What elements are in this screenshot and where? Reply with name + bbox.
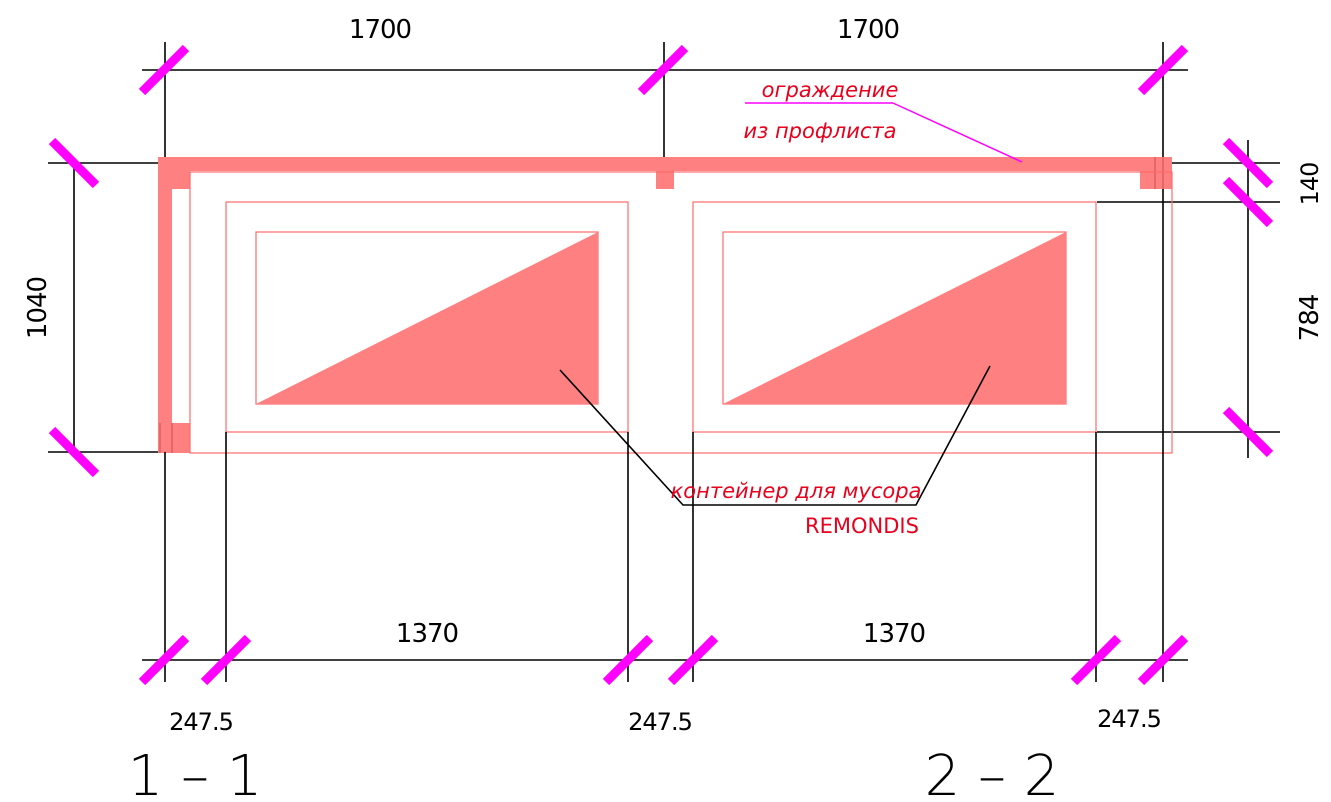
dim-top-right: 1700 — [837, 15, 899, 45]
dim-bottom-left-span: 1370 — [396, 619, 458, 649]
dim-left-height: 1040 — [23, 277, 53, 339]
dimension-tick — [1137, 44, 1189, 96]
dimension-tick — [637, 44, 689, 96]
dimension-tick — [138, 634, 190, 686]
dimension-tick — [200, 634, 252, 686]
dim-right-top: 140 — [1296, 163, 1324, 206]
fence-leader-line — [892, 102, 1023, 163]
dim-gap-left: 247.5 — [169, 708, 233, 736]
dimension-tick — [48, 426, 100, 478]
container-lid — [723, 232, 1066, 404]
dimension-tick — [1070, 634, 1122, 686]
fence-annotation: ограждение из профлиста — [743, 78, 1023, 163]
bottom-dimension-chain: 1370 1370 247.5 247.5 247.5 — [138, 619, 1189, 736]
fence-label-line1: ограждение — [762, 78, 899, 102]
container-right — [692, 201, 1097, 433]
right-dimension-chain: 140 784 — [1097, 137, 1325, 458]
fence-label-line2: из профлиста — [743, 119, 896, 143]
fence — [158, 157, 1172, 453]
fence-left-wall — [158, 157, 172, 453]
section-label-1-1: 1 – 1 — [128, 744, 263, 802]
container-left — [225, 201, 629, 433]
dimension-tick — [1222, 406, 1274, 458]
dimension-tick — [1222, 176, 1274, 228]
bottom-extension-lines — [164, 432, 1164, 682]
dimension-tick — [138, 44, 190, 96]
fence-post — [158, 423, 190, 453]
dimension-tick — [1137, 634, 1189, 686]
container-lid — [256, 232, 598, 404]
container-leader — [559, 365, 991, 506]
dim-right-mid: 784 — [1295, 294, 1325, 341]
dimension-tick — [48, 137, 100, 189]
container-outer — [225, 201, 629, 433]
dimension-tick — [667, 634, 719, 686]
platform-outline — [189, 171, 1173, 454]
fence-post — [158, 157, 190, 189]
dimension-tick — [1222, 137, 1274, 189]
top-dimension-chain: 1700 1700 — [138, 15, 1189, 452]
section-label-2-2: 2 – 2 — [925, 744, 1060, 802]
fence-post — [1140, 157, 1172, 189]
container-outer — [692, 201, 1097, 433]
dim-gap-mid: 247.5 — [628, 708, 692, 736]
container-label-line1: контейнер для мусора — [671, 479, 922, 503]
dim-bottom-right-span: 1370 — [863, 619, 925, 649]
fence-post — [656, 157, 674, 189]
container-label-line2: REMONDIS — [805, 514, 919, 538]
left-dimension: 1040 — [23, 137, 160, 478]
container-annotation: контейнер для мусора REMONDIS — [559, 365, 991, 538]
dim-top-left: 1700 — [349, 15, 411, 45]
dim-gap-right: 247.5 — [1097, 705, 1161, 733]
dimension-tick — [602, 634, 654, 686]
